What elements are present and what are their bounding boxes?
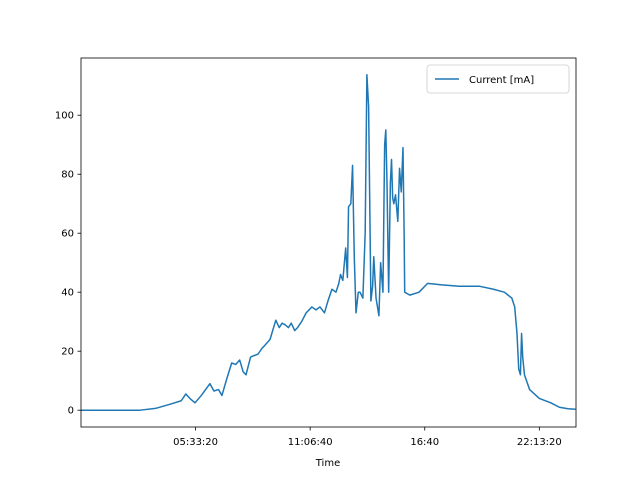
x-tick-label: 11:06:40 xyxy=(288,437,333,448)
y-tick-label: 80 xyxy=(61,170,74,181)
plot-frame xyxy=(80,57,577,428)
x-tick-label: 22:13:20 xyxy=(517,437,562,448)
data-line xyxy=(81,74,576,411)
x-axis-label: Time xyxy=(315,458,340,469)
y-tick-label: 20 xyxy=(61,347,74,358)
x-tick-label: 16:40 xyxy=(410,437,439,448)
x-tick-label: 05:33:20 xyxy=(173,437,218,448)
y-tick-label: 100 xyxy=(55,111,74,122)
y-tick-label: 40 xyxy=(61,288,74,299)
legend-label: Current [mA] xyxy=(469,75,534,86)
legend-box xyxy=(426,64,570,94)
y-tick-label: 60 xyxy=(61,229,74,240)
y-tick-label: 0 xyxy=(68,406,74,417)
